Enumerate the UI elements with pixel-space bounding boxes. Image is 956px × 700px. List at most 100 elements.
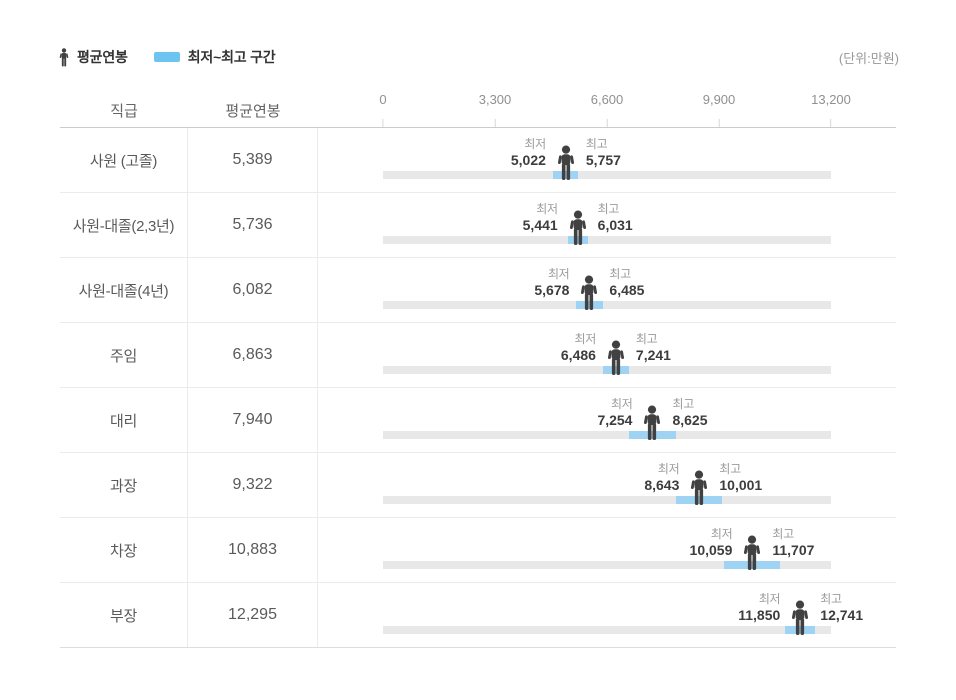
axis-tick: 6,600 bbox=[591, 83, 623, 127]
min-max-range-bar bbox=[724, 561, 781, 569]
min-max-range-bar bbox=[575, 301, 604, 309]
max-label: 최고 bbox=[635, 332, 658, 346]
average-salary-cell: 6,082 bbox=[188, 258, 318, 322]
range-chart-cell: 최저 5,022 최고 5,757 bbox=[318, 128, 896, 192]
salary-track-bar bbox=[383, 496, 831, 504]
max-value: 7,241 bbox=[635, 347, 671, 363]
salary-track-bar bbox=[383, 626, 831, 634]
legend-range-label: 최저~최고 구간 bbox=[187, 49, 276, 65]
range-chart-cell: 최저 5,678 최고 6,485 bbox=[318, 258, 896, 322]
average-salary-cell: 5,736 bbox=[188, 193, 318, 257]
range-swatch-icon bbox=[153, 52, 180, 62]
header-grade: 직급 bbox=[110, 103, 138, 120]
max-value: 5,757 bbox=[585, 152, 621, 168]
max-value: 6,031 bbox=[597, 217, 633, 233]
range-chart-cell: 최저 10,059 최고 11,707 bbox=[318, 518, 896, 582]
min-value-block: 최저 5,678 bbox=[534, 267, 569, 299]
table-row: 부장 12,295 최저 11,850 최고 12,741 bbox=[60, 583, 896, 648]
legend-average-salary: 평균연봉 bbox=[58, 47, 128, 67]
min-label: 최저 bbox=[574, 332, 596, 346]
min-value: 6,486 bbox=[560, 347, 596, 363]
min-max-range-bar bbox=[603, 366, 629, 374]
max-value-block: 최고 10,001 bbox=[719, 462, 762, 494]
min-value: 8,643 bbox=[644, 477, 680, 493]
max-value: 8,625 bbox=[672, 412, 708, 428]
range-chart-cell: 최저 11,850 최고 12,741 bbox=[318, 583, 896, 647]
salary-track-bar bbox=[383, 431, 831, 439]
person-icon bbox=[605, 340, 626, 376]
min-value-block: 최저 8,643 bbox=[644, 462, 679, 494]
person-icon bbox=[742, 535, 763, 571]
min-max-range-bar bbox=[553, 171, 579, 179]
grade-cell: 부장 bbox=[60, 583, 188, 647]
average-salary-cell: 12,295 bbox=[188, 583, 318, 647]
min-max-range-bar bbox=[567, 236, 588, 244]
min-label: 최저 bbox=[547, 267, 570, 281]
header-average-salary: 평균연봉 bbox=[225, 103, 281, 120]
max-value-block: 최고 11,707 bbox=[772, 527, 814, 559]
salary-table: 직급 평균연봉 0 3,300 6,600 9,900 13,200 사원 (고… bbox=[60, 92, 896, 648]
grade-cell: 사원 (고졸) bbox=[60, 128, 188, 192]
min-label: 최저 bbox=[758, 592, 781, 606]
grade-cell: 과장 bbox=[60, 453, 188, 517]
min-value: 5,678 bbox=[534, 282, 570, 298]
average-salary-cell: 5,389 bbox=[188, 128, 318, 192]
range-chart-cell: 최저 5,441 최고 6,031 bbox=[318, 193, 896, 257]
min-value-block: 최저 5,441 bbox=[523, 202, 558, 234]
min-label: 최저 bbox=[657, 462, 680, 476]
average-salary-cell: 6,863 bbox=[188, 323, 318, 387]
min-value-block: 최저 7,254 bbox=[597, 397, 632, 429]
grade-cell: 사원-대졸(2,3년) bbox=[60, 193, 188, 257]
grade-cell: 차장 bbox=[60, 518, 188, 582]
min-value-block: 최저 5,022 bbox=[511, 137, 546, 169]
min-value-block: 최저 10,059 bbox=[690, 527, 733, 559]
max-label: 최고 bbox=[585, 137, 608, 151]
min-label: 최저 bbox=[611, 397, 633, 411]
header-axis: 0 3,300 6,600 9,900 13,200 bbox=[318, 92, 896, 127]
max-label: 최고 bbox=[672, 397, 694, 411]
max-label: 최고 bbox=[719, 462, 741, 476]
max-value-block: 최고 5,757 bbox=[586, 137, 621, 169]
table-row: 주임 6,863 최저 6,486 최고 7,241 bbox=[60, 323, 896, 388]
range-chart-cell: 최저 8,643 최고 10,001 bbox=[318, 453, 896, 517]
min-label: 최저 bbox=[536, 202, 558, 216]
grade-cell: 주임 bbox=[60, 323, 188, 387]
min-value: 11,850 bbox=[738, 607, 781, 623]
min-max-range-bar bbox=[676, 496, 723, 504]
max-value: 10,001 bbox=[719, 477, 763, 493]
range-chart-cell: 최저 6,486 최고 7,241 bbox=[318, 323, 896, 387]
salary-track-bar bbox=[383, 301, 831, 309]
grade-cell: 사원-대졸(4년) bbox=[60, 258, 188, 322]
max-label: 최고 bbox=[820, 592, 842, 606]
table-row: 대리 7,940 최저 7,254 최고 8,625 bbox=[60, 388, 896, 453]
min-value: 5,022 bbox=[510, 152, 546, 168]
axis-tick: 9,900 bbox=[703, 83, 735, 127]
max-value-block: 최고 6,485 bbox=[609, 267, 644, 299]
min-value-block: 최저 11,850 bbox=[738, 592, 780, 624]
min-max-range-bar bbox=[629, 431, 676, 439]
salary-track-bar bbox=[383, 171, 831, 179]
table-row: 과장 9,322 최저 8,643 최고 10,001 bbox=[60, 453, 896, 518]
axis-tick: 0 bbox=[379, 83, 387, 127]
max-value-block: 최고 12,741 bbox=[820, 592, 863, 624]
min-max-range-bar bbox=[785, 626, 816, 634]
person-icon bbox=[790, 600, 811, 636]
max-value: 11,707 bbox=[772, 542, 815, 558]
salary-track-bar bbox=[383, 561, 831, 569]
min-label: 최저 bbox=[710, 527, 733, 541]
min-value: 5,441 bbox=[522, 217, 558, 233]
axis-tick: 13,200 bbox=[811, 83, 851, 127]
person-icon bbox=[555, 145, 576, 181]
max-label: 최고 bbox=[597, 202, 620, 216]
max-value-block: 최고 6,031 bbox=[598, 202, 633, 234]
legend-average-label: 평균연봉 bbox=[77, 49, 128, 65]
max-value-block: 최고 8,625 bbox=[672, 397, 707, 429]
average-salary-cell: 7,940 bbox=[188, 388, 318, 452]
table-row: 차장 10,883 최저 10,059 최고 11,707 bbox=[60, 518, 896, 583]
person-icon bbox=[689, 470, 710, 506]
max-value: 6,485 bbox=[609, 282, 645, 298]
max-value: 12,741 bbox=[820, 607, 864, 623]
min-value: 10,059 bbox=[689, 542, 733, 558]
min-label: 최저 bbox=[524, 137, 546, 151]
